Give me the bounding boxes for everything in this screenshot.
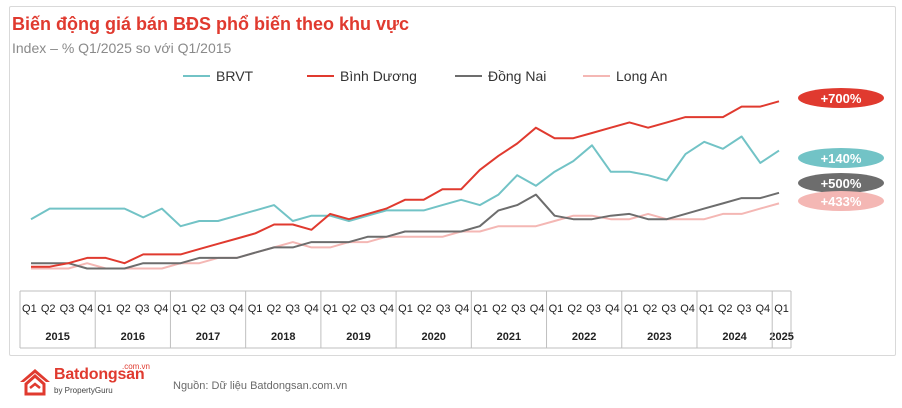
x-tick-label: Q1 (172, 303, 187, 315)
end-badge-long-an (798, 191, 884, 211)
x-tick-label: Q3 (511, 303, 526, 315)
legend-label-long-an: Long An (616, 68, 667, 84)
chart-subtitle: Index – % Q1/2025 so với Q1/2015 (12, 40, 232, 56)
x-tick-label: Q2 (567, 303, 582, 315)
x-tick-label: Q2 (718, 303, 733, 315)
x-tick-label: Q1 (97, 303, 112, 315)
x-year-label: 2024 (722, 331, 747, 343)
x-axis: Q1 Q2 Q3 Q4 Q1 Q2 Q3 Q4 Q1 Q2 Q3 Q4 Q1 Q2 Q3 Q4 Q1 Q2 Q3 Q4… (19, 290, 794, 349)
x-tick-label: Q4 (379, 303, 394, 315)
x-tick-label: Q4 (154, 303, 169, 315)
logo-byline: by PropertyGuru (54, 386, 113, 395)
x-tick-label: Q3 (210, 303, 225, 315)
x-tick-label: Q3 (361, 303, 376, 315)
chart-lines (30, 100, 780, 270)
x-tick-label: Q1 (473, 303, 488, 315)
logo-domain: .com.vn (122, 362, 151, 371)
x-year-label: 2021 (497, 331, 521, 343)
x-tick-label: Q3 (661, 303, 676, 315)
x-tick-label: Q3 (436, 303, 451, 315)
x-tick-label: Q2 (191, 303, 206, 315)
x-year-label: 2018 (271, 331, 295, 343)
end-badge-dong-nai (798, 173, 884, 193)
line-chart: BRVT Bình Dương Đồng Nai Long An +140% +700%… (19, 68, 884, 349)
x-tick-label: Q3 (586, 303, 601, 315)
end-label-dong-nai: +500% (821, 176, 862, 191)
end-label-long-an: +433% (821, 194, 862, 209)
end-badge-binh-duong (798, 88, 884, 108)
x-tick-label: Q1 (22, 303, 37, 315)
x-tick-label: Q1 (398, 303, 413, 315)
x-year-label: 2017 (196, 331, 220, 343)
x-tick-label: Q4 (455, 303, 470, 315)
x-tick-label: Q1 (323, 303, 338, 315)
series-line-long-an (31, 202, 780, 270)
x-year-label: 2022 (572, 331, 596, 343)
chart-legend: BRVT Bình Dương Đồng Nai Long An (183, 68, 667, 84)
series-line-brvt (30, 135, 780, 228)
x-tick-label: Q3 (737, 303, 752, 315)
house-logo-icon (20, 369, 50, 396)
series-line-dong-nai (31, 191, 780, 270)
chart-title: Biến động giá bán BĐS phổ biến theo khu … (12, 14, 410, 34)
x-year-label: 2016 (121, 331, 145, 343)
x-tick-label: Q1 (248, 303, 263, 315)
x-tick-label: Q4 (530, 303, 545, 315)
x-tick-label: Q3 (60, 303, 75, 315)
batdongsan-logo: Batdongsan .com.vn by PropertyGuru (18, 362, 163, 404)
x-tick-label: Q3 (135, 303, 150, 315)
chart-frame (9, 6, 896, 356)
x-tick-label: Q1 (549, 303, 564, 315)
x-tick-label: Q4 (680, 303, 695, 315)
x-tick-label: Q2 (643, 303, 658, 315)
x-tick-label: Q1 (774, 303, 789, 315)
x-tick-label: Q4 (755, 303, 770, 315)
x-tick-label: Q2 (41, 303, 56, 315)
end-labels: +140% +700% +500% +433% (798, 88, 884, 211)
x-tick-label: Q4 (78, 303, 93, 315)
x-year-label: 2015 (45, 331, 69, 343)
end-badge-brvt (798, 148, 884, 168)
x-year-label: 2023 (647, 331, 671, 343)
x-tick-label: Q2 (116, 303, 131, 315)
x-year-label: 2019 (346, 331, 370, 343)
legend-label-dong-nai: Đồng Nai (488, 68, 546, 84)
legend-label-binh-duong: Bình Dương (340, 68, 417, 84)
x-tick-label: Q2 (267, 303, 282, 315)
x-tick-label: Q2 (417, 303, 432, 315)
logo-text: Batdongsan (54, 366, 145, 383)
x-year-label: 2025 (769, 331, 793, 343)
x-tick-label: Q3 (285, 303, 300, 315)
legend-label-brvt: BRVT (216, 68, 254, 84)
x-tick-label: Q4 (304, 303, 319, 315)
x-tick-label: Q1 (624, 303, 639, 315)
x-tick-label: Q1 (699, 303, 714, 315)
series-line-binh-duong (31, 100, 780, 268)
x-tick-label: Q2 (342, 303, 357, 315)
x-tick-label: Q4 (605, 303, 620, 315)
source-note: Nguồn: Dữ liệu Batdongsan.com.vn (173, 380, 348, 392)
x-tick-label: Q4 (229, 303, 244, 315)
end-label-binh-duong: +700% (821, 91, 862, 106)
x-year-label: 2020 (421, 331, 445, 343)
x-tick-label: Q2 (492, 303, 507, 315)
end-label-brvt: +140% (821, 151, 862, 166)
